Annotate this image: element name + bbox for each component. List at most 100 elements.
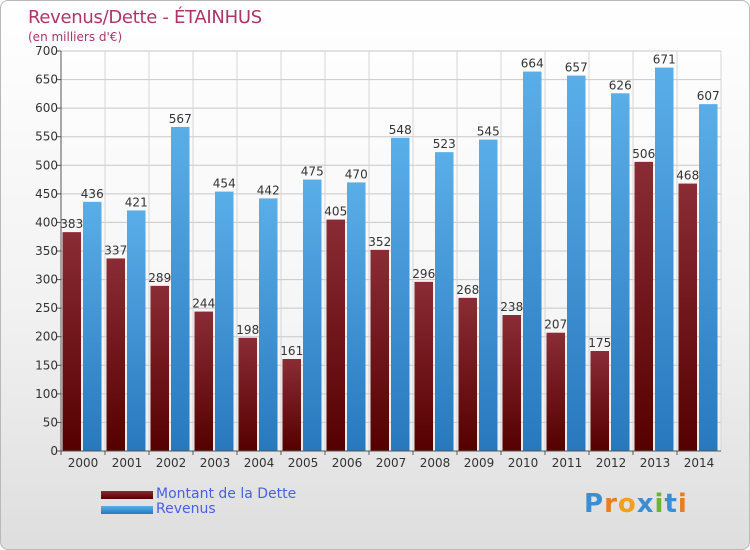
bar-dette <box>414 281 433 451</box>
bar-dette <box>282 359 301 451</box>
y-tick-label: 0 <box>50 444 58 458</box>
data-label-dette: 161 <box>280 344 303 358</box>
data-label-revenus: 454 <box>213 177 236 191</box>
data-label-revenus: 607 <box>697 89 720 103</box>
data-label-revenus: 657 <box>565 61 588 75</box>
y-tick-label: 650 <box>35 73 58 87</box>
bar-revenus <box>611 93 630 452</box>
bar-dette <box>106 258 125 451</box>
axes: 0 50 100 150 200 250 300 350 400 450 500 550 600 650 7… <box>35 44 721 470</box>
bar-revenus <box>699 104 718 452</box>
logo-letter: i <box>677 489 688 519</box>
bar-revenus <box>523 71 542 452</box>
x-tick-label: 2011 <box>552 456 583 470</box>
bar-dette <box>326 219 345 451</box>
bar-dette <box>150 285 169 451</box>
data-label-revenus: 548 <box>389 123 412 137</box>
data-label-revenus: 626 <box>609 78 632 92</box>
data-label-dette: 352 <box>368 235 391 249</box>
x-tick-label: 2013 <box>640 456 671 470</box>
y-tick-label: 450 <box>35 187 58 201</box>
legend-label-revenus: Revenus <box>156 501 216 517</box>
bar-revenus <box>83 201 102 451</box>
y-tick-label: 50 <box>43 415 58 429</box>
y-tick-label: 100 <box>35 387 58 401</box>
data-label-revenus: 545 <box>477 125 500 139</box>
bar-dette <box>678 183 697 452</box>
bar-revenus <box>567 75 586 452</box>
bar-revenus <box>259 198 278 451</box>
bars <box>62 67 718 452</box>
bar-dette <box>546 332 565 451</box>
bar-revenus <box>171 127 190 451</box>
data-label-dette: 506 <box>632 147 655 161</box>
bar-dette <box>458 297 477 451</box>
data-label-dette: 289 <box>148 271 171 285</box>
x-tick-label: 2003 <box>200 456 231 470</box>
bar-dette <box>370 249 389 451</box>
data-label-revenus: 523 <box>433 137 456 151</box>
chart-subtitle: (en milliers d'€) <box>28 30 123 44</box>
chart-title: Revenus/Dette - ÉTAINHUS <box>28 7 262 28</box>
bar-dette <box>194 311 213 451</box>
bar-revenus <box>391 137 410 451</box>
data-label-dette: 468 <box>676 169 699 183</box>
bar-revenus <box>215 191 234 452</box>
data-label-dette: 244 <box>192 297 215 311</box>
logo-letter: P <box>584 489 605 519</box>
x-tick-label: 2007 <box>376 456 407 470</box>
logo-letter: i <box>654 489 665 519</box>
x-tick-label: 2000 <box>68 456 99 470</box>
x-tick-label: 2010 <box>508 456 539 470</box>
logo-letter: o <box>617 489 637 519</box>
x-tick-label: 2006 <box>332 456 363 470</box>
bar-revenus <box>655 67 674 452</box>
data-label-dette: 296 <box>412 267 435 281</box>
y-tick-label: 700 <box>35 44 58 58</box>
logo-letter: t <box>664 489 678 519</box>
data-label-revenus: 475 <box>301 165 324 179</box>
bar-revenus <box>435 152 454 451</box>
y-tick-label: 550 <box>35 130 58 144</box>
x-tick-label: 2014 <box>684 456 715 470</box>
data-label-dette: 207 <box>544 318 567 332</box>
data-label-dette: 198 <box>236 323 259 337</box>
y-tick-label: 500 <box>35 158 58 172</box>
bar-dette <box>62 232 81 451</box>
x-tick-label: 2012 <box>596 456 627 470</box>
bar-dette <box>634 161 653 451</box>
y-tick-label: 400 <box>35 215 58 229</box>
data-label-dette: 383 <box>60 217 83 231</box>
data-label-revenus: 671 <box>653 53 676 67</box>
bar-revenus <box>127 210 146 451</box>
x-tick-label: 2004 <box>244 456 275 470</box>
y-tick-label: 250 <box>35 301 58 315</box>
proxiti-logo: Proxiti <box>584 489 688 519</box>
y-tick-label: 300 <box>35 273 58 287</box>
bar-revenus <box>303 179 322 452</box>
x-tick-label: 2008 <box>420 456 451 470</box>
legend-label-dette: Montant de la Dette <box>156 486 297 502</box>
data-label-revenus: 567 <box>169 112 192 126</box>
bar-revenus <box>347 182 366 451</box>
legend-swatch-dette <box>101 491 153 499</box>
data-label-revenus: 664 <box>521 57 544 71</box>
data-label-dette: 175 <box>588 336 611 350</box>
data-label-revenus: 442 <box>257 183 280 197</box>
y-tick-label: 350 <box>35 244 58 258</box>
x-tick-label: 2009 <box>464 456 495 470</box>
data-label-dette: 268 <box>456 283 479 297</box>
bar-dette <box>238 337 257 451</box>
legend-swatch-revenus <box>101 506 153 514</box>
y-tick-label: 150 <box>35 358 58 372</box>
y-tick-label: 600 <box>35 101 58 115</box>
data-label-revenus: 436 <box>81 187 104 201</box>
bar-dette <box>590 351 609 451</box>
data-label-dette: 405 <box>324 205 347 219</box>
data-label-dette: 337 <box>104 243 127 257</box>
x-tick-label: 2005 <box>288 456 319 470</box>
data-label-dette: 238 <box>500 300 523 314</box>
bar-revenus <box>479 139 498 452</box>
